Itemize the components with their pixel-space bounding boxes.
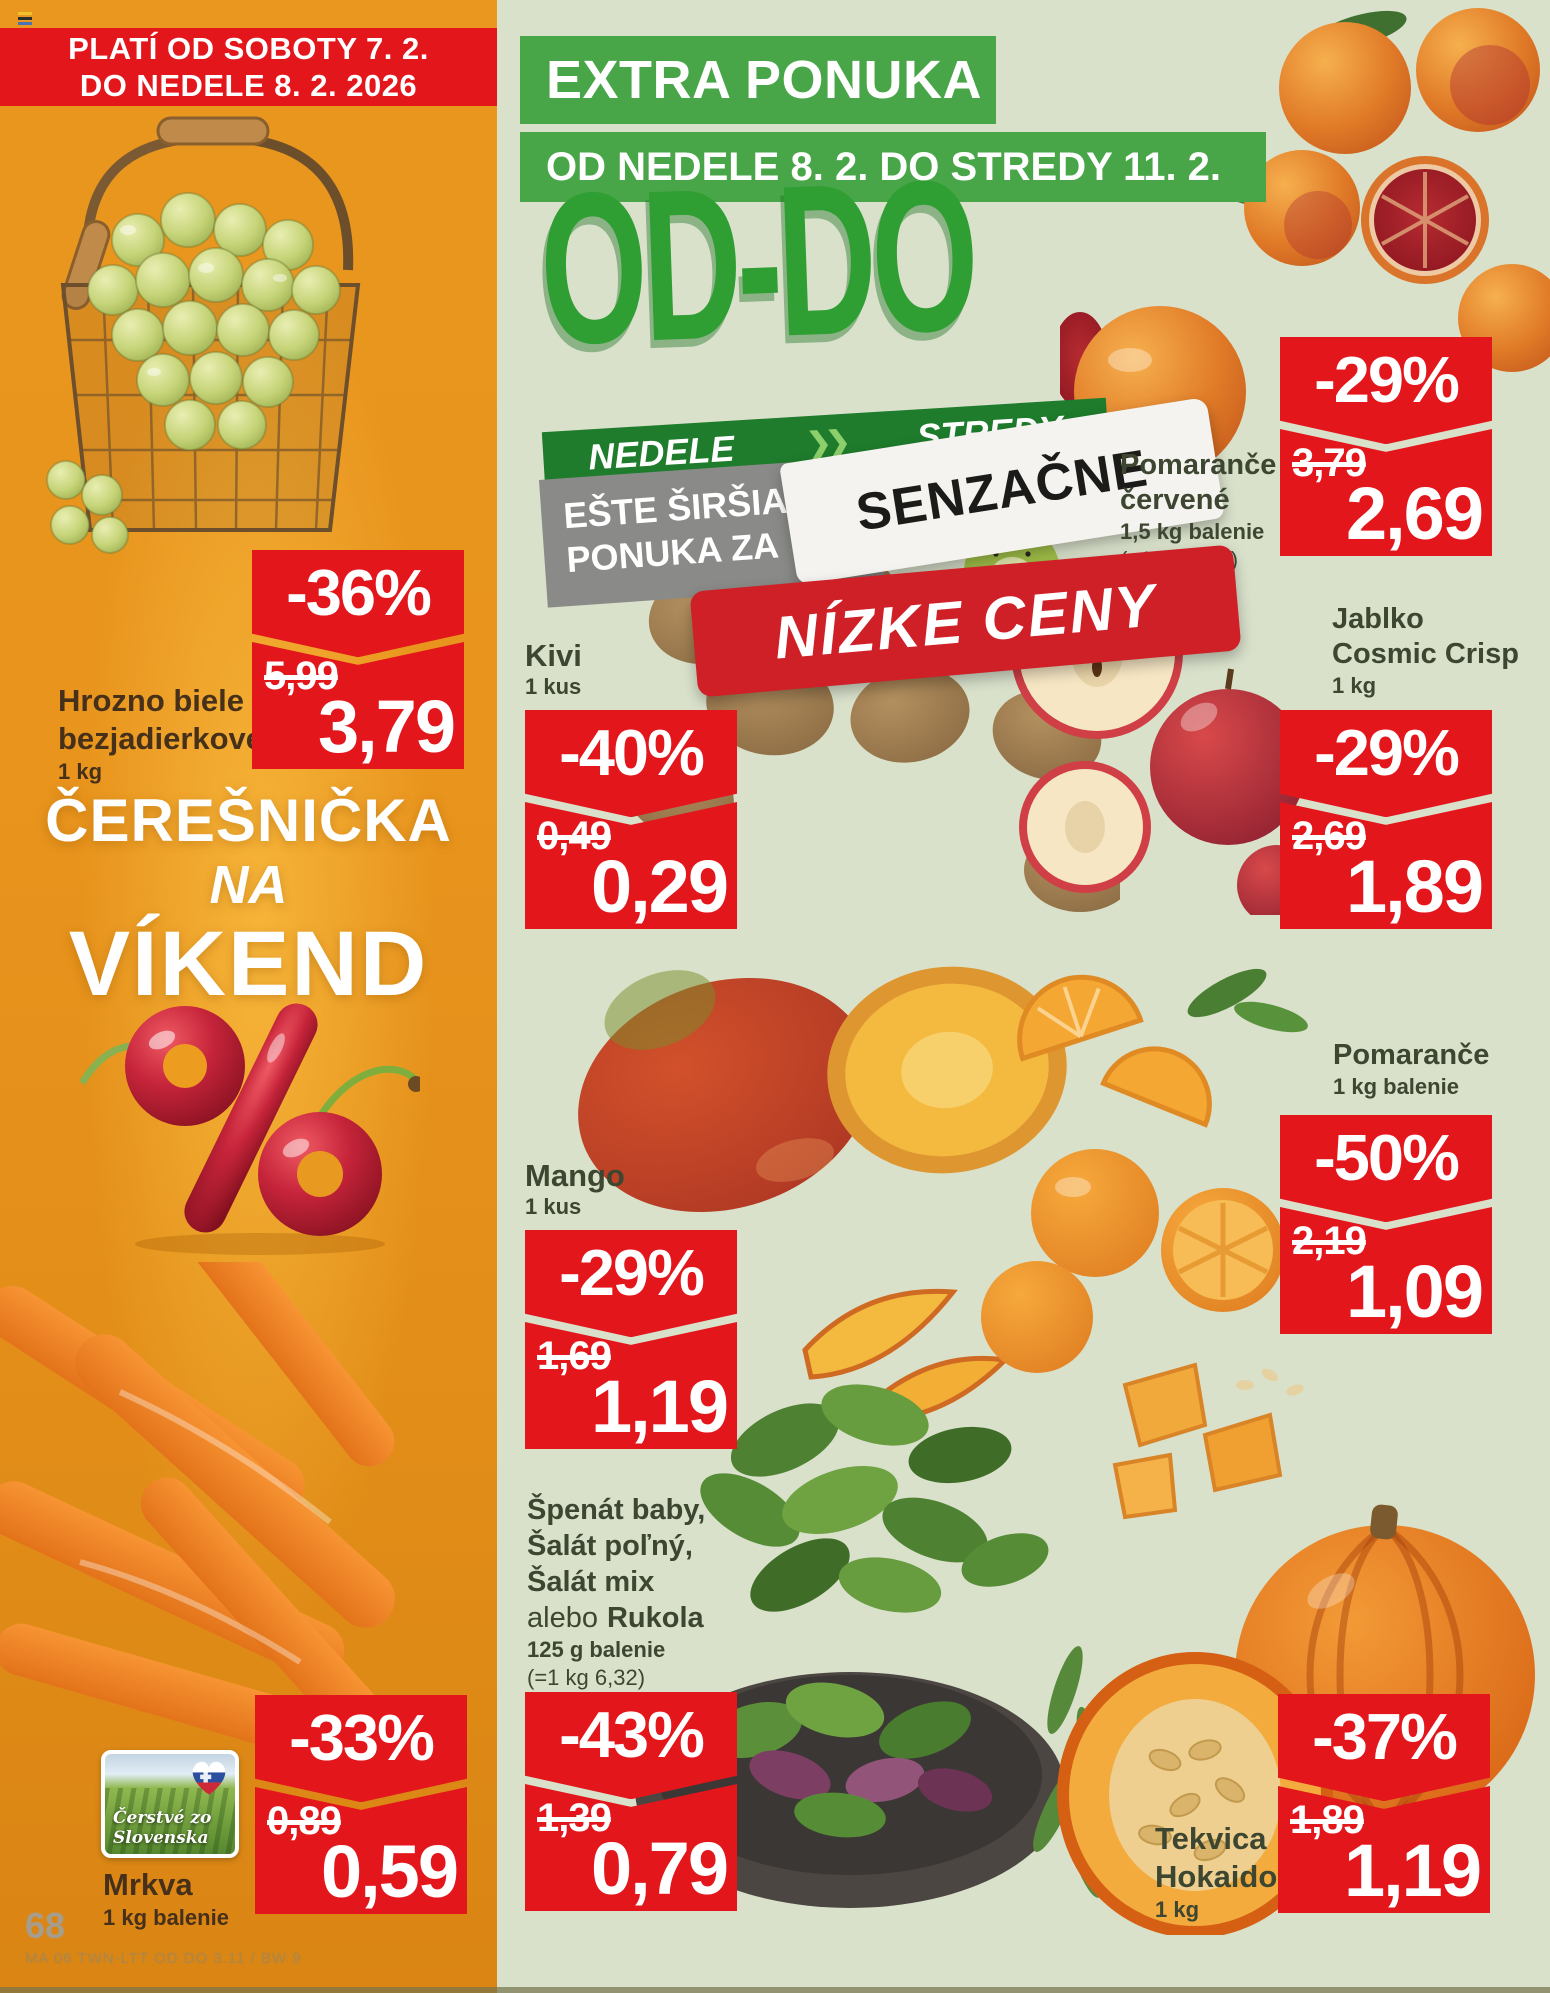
product-unit: 1 kg balenie <box>1333 1074 1459 1099</box>
product-unit: 1 kg <box>58 759 103 784</box>
product-name: Kivi <box>525 638 582 673</box>
new-price: 0,59 <box>320 1830 459 1913</box>
old-price: 2,19 <box>1292 1219 1367 1263</box>
campaign-word-3: VÍKEND <box>68 913 429 1015</box>
product-name: Hrozno biele <box>58 683 245 718</box>
price-tag-carrot: -33% 0,89 0,59 <box>255 1695 467 1914</box>
product-unit: 1,5 kg balenie <box>1120 519 1265 544</box>
discount-value: -36% <box>286 555 432 629</box>
new-price: 2,69 <box>1345 472 1484 555</box>
product-label-pumpkin: Tekvica Hokaido 1 kg <box>1155 1820 1277 1924</box>
product-name: Pomaranče <box>1120 449 1277 481</box>
discount-value: -43% <box>559 1697 705 1771</box>
discount-value: -37% <box>1312 1699 1458 1773</box>
price-tag-blood-oranges: -29% 3,79 2,69 <box>1280 337 1492 556</box>
unit-price: (=1 kg 6,32) <box>527 1665 646 1690</box>
discount-value: -33% <box>289 1700 435 1774</box>
old-price: 0,89 <box>267 1799 342 1843</box>
product-name-2: červené <box>1120 484 1230 516</box>
cherry-percent-graphic <box>80 1003 420 1255</box>
product-name-2: Šalát poľný, <box>527 1530 693 1562</box>
price-tag-salad: -43% 1,39 0,79 <box>525 1692 737 1911</box>
price-tag-oranges: -50% 2,19 1,09 <box>1280 1115 1492 1334</box>
product-label-salad: Špenát baby, Šalát poľný, Šalát mix aleb… <box>527 1492 705 1692</box>
product-name-4: alebo Rukola <box>527 1602 704 1634</box>
extra-offer-title: EXTRA PONUKA <box>520 36 996 124</box>
oddo-logo: OD-DO <box>536 133 978 390</box>
print-code: MA 06 TWN-LTT OD DO 3.11 / BW 9 <box>25 1950 302 1967</box>
old-price: 1,69 <box>537 1334 612 1378</box>
discount-value: -40% <box>559 715 705 789</box>
slovak-flag-heart-icon <box>192 1761 226 1795</box>
product-name: Špenát baby, <box>527 1494 706 1526</box>
product-name: Mrkva <box>103 1867 193 1902</box>
price-tag-pumpkin: -37% 1,89 1,19 <box>1278 1694 1490 1913</box>
price-tag-apple: -29% 2,69 1,89 <box>1280 710 1492 929</box>
discount-value: -50% <box>1314 1120 1460 1194</box>
product-name-2: bezjadierkové <box>58 721 264 756</box>
validity-line1: PLATÍ OD SOBOTY 7. 2. <box>68 31 429 66</box>
product-name: Tekvica <box>1155 1821 1267 1856</box>
campaign-claim: ČEREŠNIČKA NA VÍKEND <box>0 787 497 1015</box>
discount-value: -29% <box>1314 342 1460 416</box>
product-unit: 125 g balenie <box>527 1637 666 1662</box>
new-price: 3,79 <box>317 685 456 768</box>
salad-photo <box>635 1384 1104 1908</box>
discount-value: -29% <box>1314 715 1460 789</box>
discount-value: -29% <box>559 1235 705 1309</box>
page-number: 68 <box>25 1905 66 1946</box>
extra-offer-subtitle: OD NEDELE 8. 2. DO STREDY 11. 2. <box>520 132 1266 202</box>
page-fold-icon <box>18 12 32 27</box>
old-price: 1,39 <box>537 1796 612 1840</box>
product-unit: 1 kg <box>1155 1897 1200 1922</box>
product-label-kiwi: Kivi 1 kus <box>525 638 582 701</box>
product-name: Jablko <box>1332 603 1424 635</box>
product-label-apple: Jablko Cosmic Crisp 1 kg <box>1332 602 1519 700</box>
new-price: 1,09 <box>1345 1250 1484 1333</box>
new-price: 0,79 <box>590 1827 729 1910</box>
new-price: 1,19 <box>590 1365 729 1448</box>
product-name-2: Cosmic Crisp <box>1332 638 1519 670</box>
new-price: 1,89 <box>1345 845 1484 928</box>
left-column: PLATÍ OD SOBOTY 7. 2. DO NEDELE 8. 2. 20… <box>0 0 497 1993</box>
product-label-grapes: Hrozno biele bezjadierkové 1 kg <box>58 682 263 786</box>
product-name-3: Šalát mix <box>527 1566 655 1598</box>
validity-badge: PLATÍ OD SOBOTY 7. 2. DO NEDELE 8. 2. 20… <box>0 28 497 106</box>
old-price: 2,69 <box>1292 814 1367 858</box>
price-tag-grapes: -36% 5,99 3,79 <box>252 550 464 769</box>
product-label-carrot: Mrkva 1 kg balenie <box>103 1866 229 1932</box>
campaign-word-2: NA <box>209 855 288 915</box>
mango-photo <box>578 966 1067 1423</box>
field-rows <box>105 1788 235 1854</box>
origin-badge-slovakia: Čerstvé zo Slovenska <box>101 1750 239 1858</box>
old-price: 0,49 <box>537 814 612 858</box>
new-price: 1,19 <box>1343 1829 1482 1912</box>
old-price: 3,79 <box>1292 441 1367 485</box>
product-unit: 1 kus <box>525 674 582 699</box>
discount-box <box>255 1695 467 1803</box>
product-name: Pomaranče <box>1333 1039 1490 1071</box>
validity-line2: DO NEDELE 8. 2. 2026 <box>79 68 418 103</box>
grapes-basket-photo <box>46 116 361 554</box>
price-tag-kiwi: -40% 0,49 0,29 <box>525 710 737 929</box>
product-unit: 1 kus <box>525 1194 582 1219</box>
old-price: 5,99 <box>264 654 339 698</box>
discount-box <box>252 550 464 658</box>
product-name: Mango <box>525 1158 625 1193</box>
page-edge <box>0 1987 1550 1993</box>
old-price: 1,89 <box>1290 1798 1365 1842</box>
product-unit: 1 kg <box>1332 673 1377 698</box>
carrots-photo <box>0 1262 400 1759</box>
product-label-oranges: Pomaranče 1 kg balenie <box>1333 1038 1489 1101</box>
price-tag-mango: -29% 1,69 1,19 <box>525 1230 737 1449</box>
product-unit: 1 kg balenie <box>103 1905 229 1930</box>
campaign-word-1: ČEREŠNIČKA <box>45 787 452 854</box>
product-label-mango: Mango 1 kus <box>525 1158 625 1221</box>
oranges-photo <box>981 968 1308 1373</box>
right-column: EXTRA PONUKA OD NEDELE 8. 2. DO STREDY 1… <box>497 0 1550 1993</box>
origin-badge-text: Čerstvé zo Slovenska <box>113 1808 212 1848</box>
new-price: 0,29 <box>590 845 729 928</box>
product-name-2: Hokaido <box>1155 1859 1278 1894</box>
